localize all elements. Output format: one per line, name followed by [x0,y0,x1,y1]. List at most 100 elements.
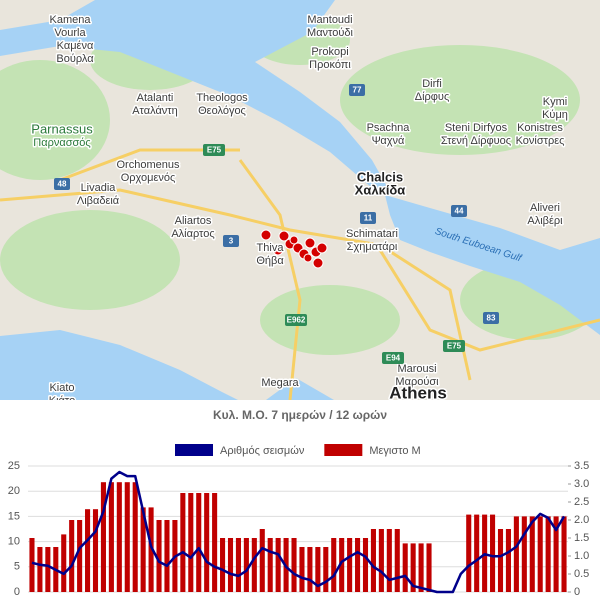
bar [545,516,551,592]
place-name: Atalanti [137,92,174,104]
bar [426,543,432,592]
place-name-local: Χαλκίδα [355,182,406,197]
y-tick-label: 25 [8,460,20,472]
road-number: 77 [353,86,362,95]
y-tick-label: 5 [14,561,20,573]
bar [220,538,226,592]
road-number: 48 [58,180,67,189]
place-name-local: Σχηματάρι [347,241,398,253]
bar [235,538,241,592]
bar [132,482,138,592]
place-name-local: Δίρφυς [415,91,450,103]
bar [474,514,480,592]
place-name: Orchomenus [117,159,180,171]
bar [77,520,83,592]
place-name: Chalcis [357,169,403,184]
road-number: 83 [487,314,496,323]
place-name-local: Θήβα [256,255,284,267]
bar [315,547,321,592]
place-name: Livadia [81,182,117,194]
bar [188,493,194,592]
bar [505,529,511,592]
bar [124,482,130,592]
y-tick-label: 15 [8,510,20,522]
place-name: Mantoudi [307,14,352,26]
bar [29,538,35,592]
place-name: Kymi [543,96,567,108]
place-name-local: Αλίαρτος [171,228,214,240]
place-name: Steni Dirfyos [445,122,508,134]
bar [362,538,369,592]
bar [69,520,75,592]
bar [529,516,535,592]
y2-tick-label: 1.5 [574,532,589,544]
road-number: 44 [455,207,464,216]
place-name: Schimatari [346,228,398,240]
y2-tick-label: 0 [574,586,580,598]
bar [378,529,384,592]
place-name: Marousi [397,363,436,375]
place-name: Parnassus [31,121,93,136]
place-name-local: Vourla [54,27,86,39]
place-name: Athens [389,383,447,402]
place-name: Καμένα [57,40,94,52]
legend-swatch [175,444,213,456]
bar [148,507,154,592]
y2-tick-label: 2.0 [574,514,589,526]
bar [37,547,43,592]
place-name-local: Θεολόγος [198,105,246,117]
road-shield [443,340,465,352]
bar [85,509,91,592]
bar [307,547,313,592]
road-shield [223,235,239,247]
place-name-local: Ορχομενός [121,172,176,184]
place-name: Kiato [49,382,74,394]
place-name-local: Αλιβέρι [527,215,563,227]
y2-tick-label: 2.5 [574,496,589,508]
bar [561,516,567,592]
road-shield [349,84,365,96]
y2-tick-label: 3.0 [574,478,589,490]
bar [100,482,106,592]
bar [156,520,162,592]
legend-label: Αριθμός σεισμών [220,445,305,457]
bar [259,529,265,592]
legend-label: Μεγιστο Μ [369,445,420,457]
bar [299,547,305,592]
place-name: Konistres [517,122,563,134]
place-name: Theologos [196,92,248,104]
bar [291,538,297,592]
place-name: Prokopi [311,46,348,58]
place-name-local: Βούρλα [56,53,94,65]
chart-title: Κυλ. Μ.Ο. 7 ημερών / 12 ωρών [213,408,387,422]
road-number: E75 [207,146,222,155]
road-number: 3 [229,237,234,246]
road-number: E94 [386,354,401,363]
place-name: Aliveri [530,202,560,214]
road-number: E75 [447,342,462,351]
road-shield [451,205,467,217]
place-name: Thiva [257,242,285,254]
sea [0,0,600,400]
bar [394,529,400,592]
place-name-local: Λιβαδειά [77,195,120,207]
bar [553,516,559,592]
bar [497,529,504,592]
place-name-local: Μαρούσι [395,376,439,388]
place-name-local: Κύμη [542,109,568,121]
road-shield [360,212,376,224]
bar [275,538,281,592]
place-name: Psachna [367,122,411,134]
y2-tick-label: 1.0 [574,550,589,562]
bar [92,509,99,592]
road-shield [54,178,70,190]
place-name-local: Παρνασσός [33,137,90,149]
bar [410,543,416,592]
bar [108,482,114,592]
place-name-local: Προκόπι [309,59,351,71]
line [31,470,566,594]
place-name-local: Κονίστρες [516,135,565,147]
bar [140,507,146,592]
